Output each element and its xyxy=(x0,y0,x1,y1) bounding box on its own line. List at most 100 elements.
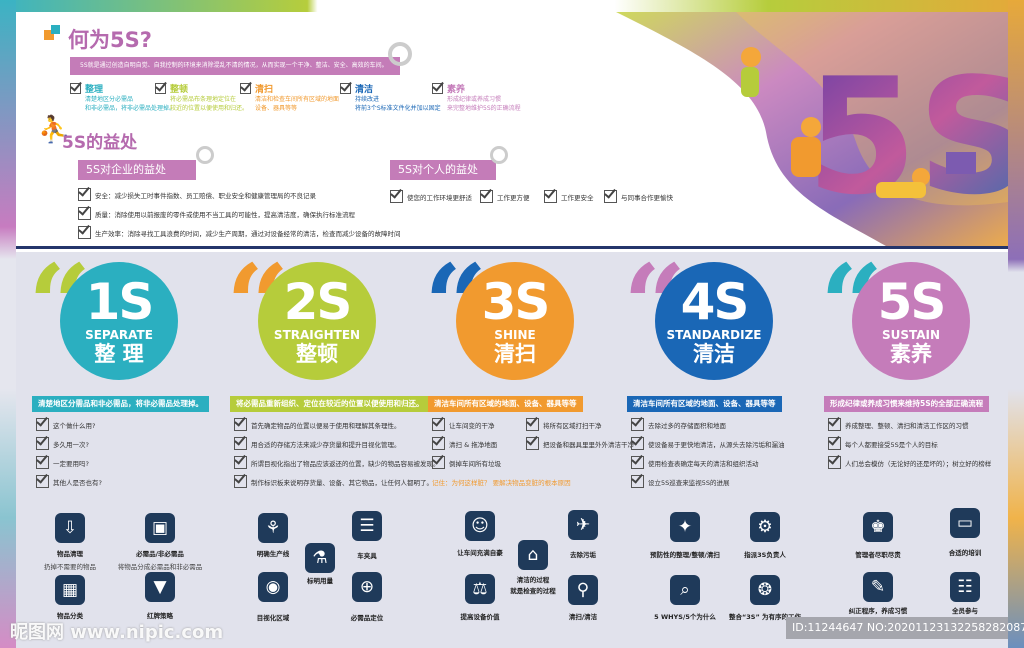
climbing-man-icon: ⛹ xyxy=(38,115,71,145)
inspection-box-icon: ⌂ xyxy=(518,540,548,570)
manager-gear-icon: ♚ xyxy=(863,512,893,542)
people-chat-icon: ☷ xyxy=(950,572,980,602)
hero-5s-text: 5S xyxy=(806,43,1008,230)
what-item: 整理 清楚地区分必需品 和非必需品，将非必需品处理掉。 xyxy=(70,82,176,113)
icon-label: 车夹具 xyxy=(357,552,377,560)
badge-num: 1S xyxy=(85,273,155,331)
check-text: 其他人是否也有? xyxy=(53,478,102,487)
checkbox-icon xyxy=(390,190,403,203)
team-pride-icon: ☺ xyxy=(465,511,495,541)
checkbox-icon xyxy=(828,456,841,469)
icon-label: 让车间充满自豪 xyxy=(457,549,503,557)
monitor-plan-icon: ✎ xyxy=(863,572,893,602)
badge-en: SUSTAIN xyxy=(881,328,941,342)
check-item: 其他人是否也有? xyxy=(36,475,102,488)
location-globe-icon: ⊕ xyxy=(352,572,382,602)
benefit-text: 使您的工作环境更舒适 xyxy=(407,193,472,202)
benefit-text: 安全：减少损失工时事件指数、员工赔偿、职业安全和健康管理局的不良记录 xyxy=(95,191,316,200)
check-item: 使设备易于更快地清洁，从源头去除污垢和漏油 xyxy=(631,437,785,450)
checkbox-icon xyxy=(828,437,841,450)
personal-benefit-item: 使您的工作环境更舒适 xyxy=(390,190,472,203)
what-item-desc: 和非必需品，将非必需品处理掉。 xyxy=(85,105,176,112)
badge-en: SEPARATE xyxy=(85,328,153,342)
what-item-desc: 来完整地维护5S的正确流程 xyxy=(447,105,521,112)
checkbox-icon xyxy=(234,437,247,450)
training-board-icon: ▭ xyxy=(950,508,980,538)
icon-label: 提高设备价值 xyxy=(460,613,500,621)
check-item: 这个做什么用? xyxy=(36,418,95,431)
icon-label: 必需品定位 xyxy=(350,614,384,622)
step-badge-3: 3S SHINE 清扫 xyxy=(456,262,574,380)
company-benefit-item: 生产效率：消除寻找工具浪费的时间，减少生产周期，通过对设备经常的清洁，检查而减少… xyxy=(78,226,401,239)
icon-sub: 扔掉不需要的物品 xyxy=(44,563,96,571)
broom-bucket-icon: ⚲ xyxy=(568,575,598,605)
icon-sub: 将物品分成必需品和非必需品 xyxy=(117,563,203,571)
checkbox-icon xyxy=(828,418,841,431)
book-search-icon: ⌕ xyxy=(670,575,700,605)
badge-num: 2S xyxy=(283,273,353,331)
icon-label: 整合“3S” 为有序的工作 xyxy=(728,613,802,621)
what-is-5s-banner: 5S就是通过创造自明自觉、自我控制的环境来消除混乱不清的情况，从而实现一个干净、… xyxy=(70,57,400,75)
check-text: 制作标识板来说明存货量、设备、其它物品，让任何人都明了。 xyxy=(251,478,433,487)
watermark: 昵图网 www.nipic.com xyxy=(10,622,224,643)
check-text: 把设备和器具里里外外清洁干净 xyxy=(543,440,634,449)
checkbox-icon xyxy=(432,456,445,469)
check-item: 用合适的存储方法来减少存货量和提升目视化管理。 xyxy=(234,437,401,450)
step-banner: 清洁车间所有区域的地面、设备、器具等等 xyxy=(627,396,782,412)
checkbox-icon xyxy=(480,190,493,203)
what-item: 清扫 清洁和检查车间所有区域的地面 设备、器具等等 xyxy=(240,82,340,113)
company-benefit-banner: 5S对企业的益处 xyxy=(78,160,196,180)
red-tag-icon: ▼ xyxy=(145,572,175,602)
check-item: 设立5S巡查来监视5S的进展 xyxy=(631,475,730,488)
check-text: 将所有区域打扫干净 xyxy=(543,421,602,430)
badge-cn: 整顿 xyxy=(296,342,338,366)
benefit-text: 与同事合作更愉快 xyxy=(621,193,673,202)
icon-label: 目视化区域 xyxy=(256,614,290,622)
what-item: 素养 形成纪律或养成习惯 来完整地维护5S的正确流程 xyxy=(432,82,532,113)
assign-person-icon: ⚙ xyxy=(750,512,780,542)
check-text: 这个做什么用? xyxy=(53,421,96,430)
check-item: 养成整理、整顿、清扫和清洁工作区的习惯 xyxy=(828,418,969,431)
checkbox-icon xyxy=(36,475,49,488)
what-item-head: 清洁 xyxy=(355,85,374,95)
step-badge-2: 2S STRAIGHTEN 整顿 xyxy=(258,262,376,380)
check-text: 使用检查表确定每天的清洁和组织活动 xyxy=(648,459,759,468)
checkbox-icon xyxy=(526,418,539,431)
checkbox-icon xyxy=(240,83,251,94)
fixture-board-icon: ☰ xyxy=(352,511,382,541)
lightbulb-team-icon: ✦ xyxy=(670,512,700,542)
personal-benefit-banner: 5S对个人的益处 xyxy=(390,160,496,180)
visual-area-icon: ◉ xyxy=(258,572,288,602)
balance-value-icon: ⚖ xyxy=(465,574,495,604)
icon-label: 物品清理 xyxy=(57,550,83,558)
id-bar: ID:11244647 NO:20201123132258282087 xyxy=(786,617,1024,639)
icon-label: 预防性的整理/整顿/清扫 xyxy=(650,551,720,559)
logo-square-icon xyxy=(44,30,54,40)
what-item-head: 清扫 xyxy=(255,85,274,95)
icon-label: 清扫/清洁 xyxy=(568,613,598,621)
check-item: 多久用一次? xyxy=(36,437,89,450)
icon-label: 纠正程序，养成习惯 xyxy=(848,607,908,615)
what-item-head: 整理 xyxy=(85,85,104,95)
checkbox-icon xyxy=(432,83,443,94)
badge-cn: 清扫 xyxy=(494,342,536,366)
inbox-download-icon: ⇩ xyxy=(55,513,85,543)
checkbox-icon xyxy=(78,226,91,239)
checkbox-icon xyxy=(631,475,644,488)
personal-benefit-item: 与同事合作更愉快 xyxy=(604,190,673,203)
badge-num: 5S xyxy=(877,273,947,331)
badge-cn: 素养 xyxy=(890,342,932,366)
step-banner: 将必需品重新组织、定位在较近的位置以便使用和归还。 xyxy=(230,396,430,412)
check-item: 使用检查表确定每天的清洁和组织活动 xyxy=(631,456,759,469)
check-text: 所谓目视化指出了物品应该返还的位置，缺少的物品容易被发现。 xyxy=(251,459,440,468)
what-item-desc: 将必需品布条理地定位在 xyxy=(170,96,237,103)
checkbox-icon xyxy=(340,83,351,94)
check-item: 倒掉车间所有垃圾 xyxy=(432,456,501,469)
step-note: 记住：为何这样脏？ 要解决物品变脏的根本原因 xyxy=(432,479,571,487)
check-item: 一定要用吗? xyxy=(36,456,89,469)
check-text: 用合适的存储方法来减少存货量和提升目视化管理。 xyxy=(251,440,401,449)
check-item: 把设备和器具里里外外清洁干净 xyxy=(526,437,634,450)
checkbox-icon xyxy=(526,437,539,450)
what-item-desc: 清洁和检查车间所有区域的地面 xyxy=(255,96,340,103)
what-item-desc: 较近的位置以便使用和归还。 xyxy=(170,105,249,112)
